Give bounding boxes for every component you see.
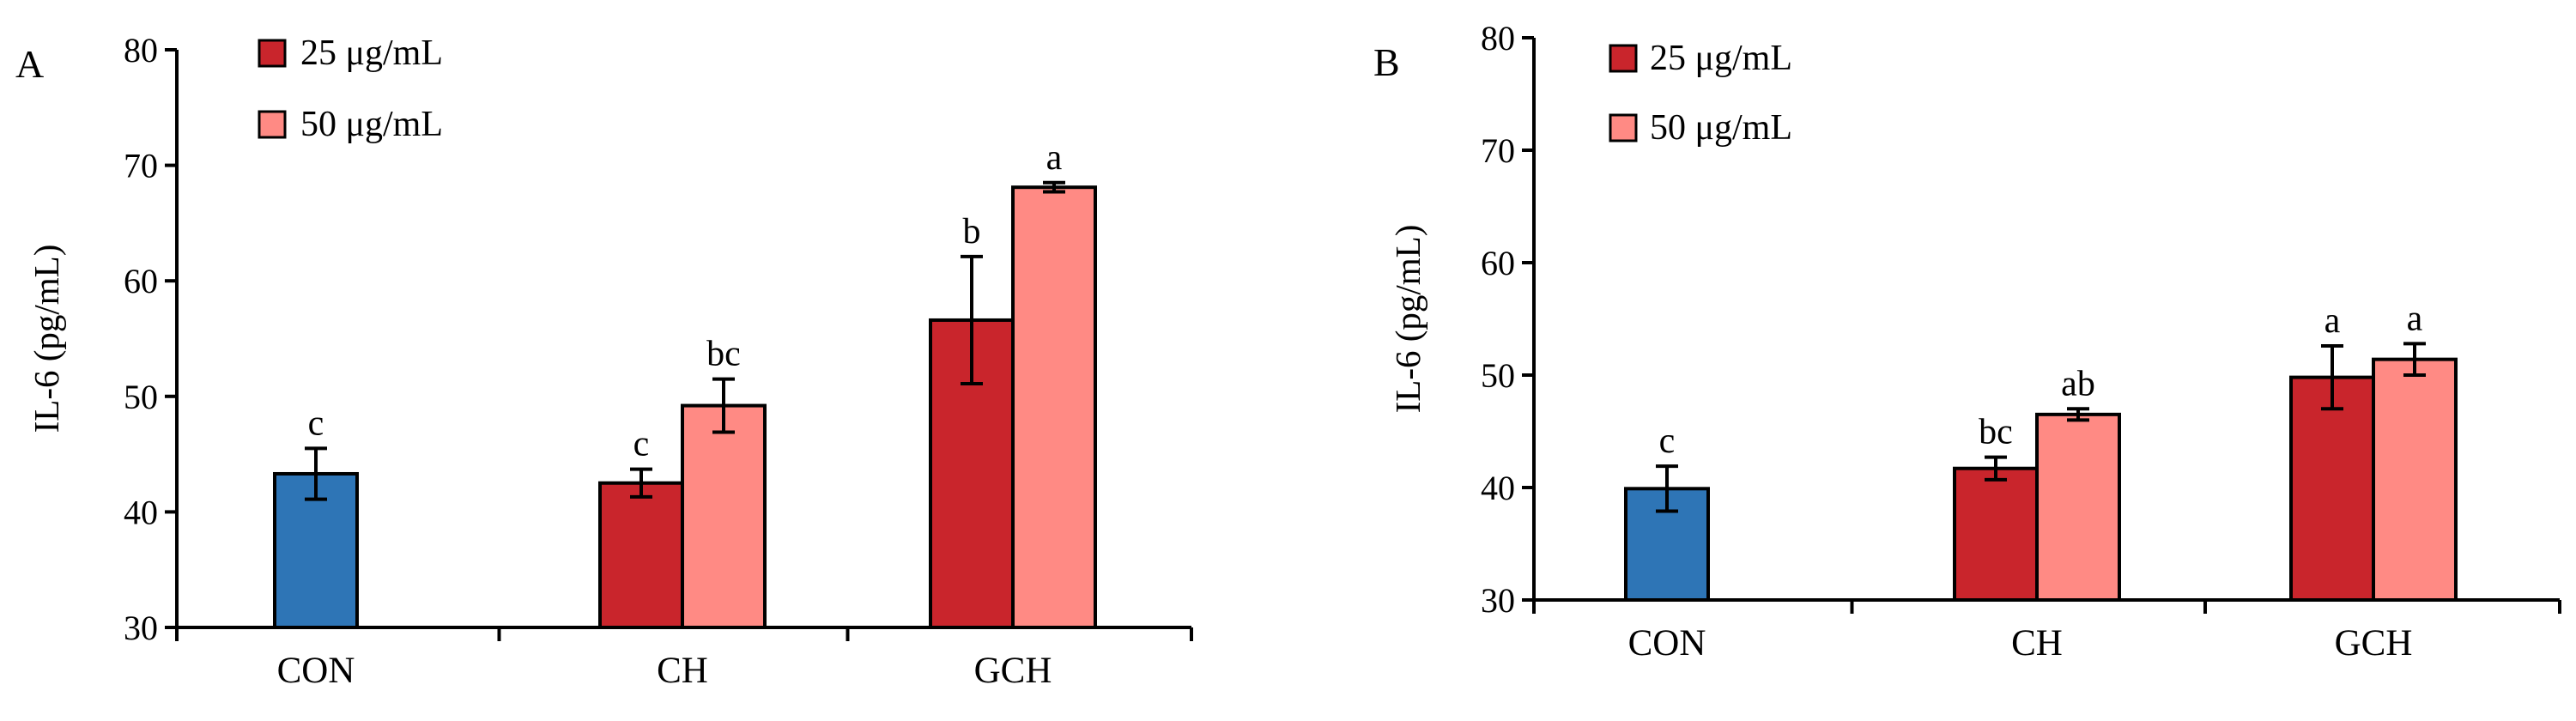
significance-label: c [1659,421,1676,461]
x-tick-label: CON [1628,623,1706,663]
y-tick-label: 40 [124,493,158,531]
x-tick-label: GCH [974,651,1052,691]
bar [2035,412,2121,602]
bar [2289,375,2375,602]
significance-label: bc [1979,413,2013,452]
y-tick-label: 50 [124,378,158,416]
y-tick-label: 30 [124,609,158,647]
y-tick-label: 60 [124,262,158,300]
chart-panel-a: A IL-6 (pg/mL) 30 40 50 60 70 80 CON CH GCH c c bc b a 2… [15,31,1193,691]
bar [2372,357,2458,602]
y-tick-label: 40 [1481,469,1515,507]
y-tick-label: 70 [1481,131,1515,170]
bar [1953,466,2039,602]
legend-swatch [258,110,287,139]
y-tick-label: 60 [1481,244,1515,282]
significance-label: a [2324,301,2341,341]
panel-letter: A [15,42,44,86]
x-tick-label: CH [2011,623,2063,663]
significance-label: bc [706,335,741,374]
legend-swatch [258,39,287,68]
y-tick-label: 50 [1481,356,1515,395]
significance-label: a [2407,299,2423,338]
y-tick-label: 30 [1481,581,1515,620]
legend-label: 25 μg/mL [1650,39,1792,78]
legend-label: 50 μg/mL [1650,108,1792,148]
bar [1011,185,1097,629]
legend-label: 50 μg/mL [300,105,443,144]
significance-label: c [308,403,324,443]
y-axis-label: IL-6 (pg/mL) [1388,225,1427,414]
legend-swatch [1609,44,1638,73]
y-tick-label: 80 [124,31,158,70]
y-tick-label: 80 [1481,19,1515,58]
significance-label: ab [2061,364,2095,403]
x-tick-label: CON [277,651,355,691]
legend-label: 25 μg/mL [300,33,443,73]
significance-label: b [963,212,981,251]
significance-label: a [1046,138,1063,178]
chart-panel-b: B IL-6 (pg/mL) 30 40 50 60 70 80 CON CH GCH c bc ab a a… [1373,19,2561,663]
x-tick-label: CH [657,651,708,691]
x-tick-label: GCH [2335,623,2413,663]
panel-letter: B [1373,40,1400,84]
bar [681,403,767,629]
significance-label: c [633,425,650,464]
y-axis-label: IL-6 (pg/mL) [27,245,66,433]
bar [598,481,684,629]
y-tick-label: 70 [124,147,158,185]
legend-swatch [1609,113,1638,142]
